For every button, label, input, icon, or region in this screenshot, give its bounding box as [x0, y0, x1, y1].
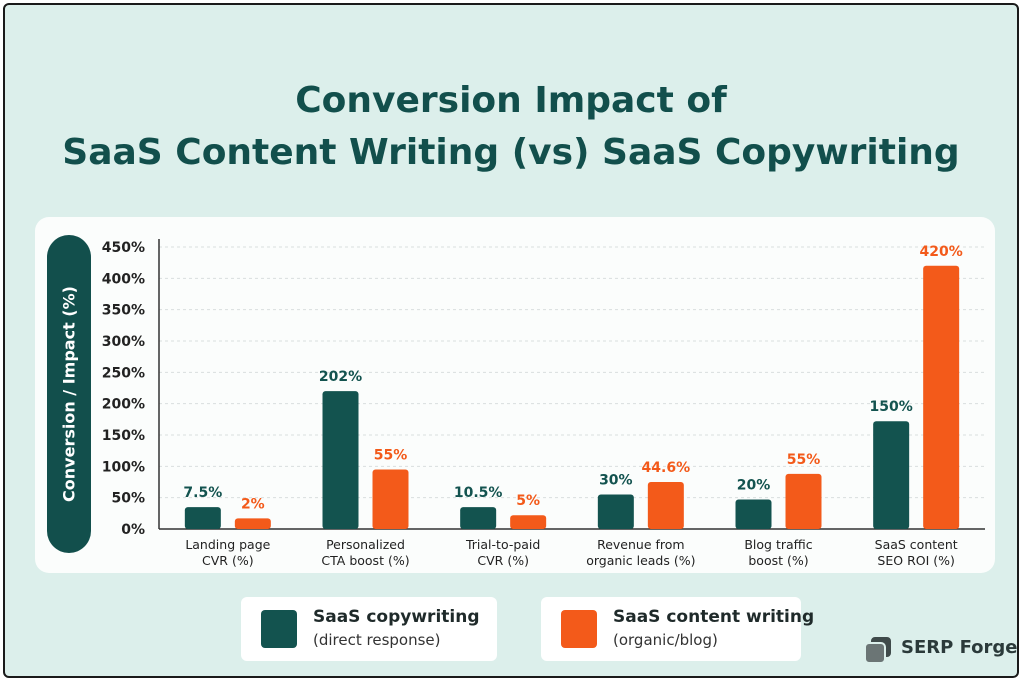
- y-tick-label: 400%: [102, 271, 145, 287]
- chart-panel: Conversion / Impact (%) 0% 50% 100% 150% 200…: [35, 217, 995, 573]
- data-label: 2%: [241, 496, 265, 512]
- y-axis-label-pill: Conversion / Impact (%): [47, 235, 91, 553]
- brand-squares-icon: [864, 637, 891, 664]
- bar: [184, 507, 221, 529]
- y-tick-label: 50%: [111, 491, 145, 507]
- x-tick-label: Revenue from: [597, 537, 685, 552]
- x-tick-label: Blog traffic: [744, 537, 812, 552]
- x-tick-label: Landing page: [185, 537, 270, 552]
- x-tick-label: CVR (%): [477, 553, 529, 568]
- y-tick-label: 250%: [102, 365, 145, 381]
- brand-name: SERP Forge: [901, 637, 1018, 658]
- x-tick-label: Personalized: [326, 537, 405, 552]
- y-tick-label: 300%: [102, 334, 145, 350]
- bar: [597, 494, 634, 529]
- bar: [322, 391, 359, 529]
- page-title: Conversion Impact of SaaS Content Writin…: [5, 75, 1017, 179]
- x-tick-label: CTA boost (%): [321, 553, 409, 568]
- legend-item-copywriting: SaaS copywriting (direct response): [241, 597, 497, 661]
- legend-sub-copywriting: (direct response): [313, 631, 441, 649]
- infographic-frame: Conversion Impact of SaaS Content Writin…: [3, 3, 1019, 678]
- data-label: 55%: [787, 452, 821, 468]
- legend-name-content-writing: SaaS content writing: [613, 607, 815, 627]
- y-tick-label: 450%: [102, 240, 145, 256]
- data-label: 10.5%: [454, 485, 503, 501]
- bar: [647, 482, 684, 529]
- data-label: 44.6%: [642, 460, 691, 476]
- bar-chart: 0% 50% 100% 150% 200% 250% 300% 350% 400% 450% 7.5…: [102, 239, 985, 568]
- y-tick-label: 200%: [102, 397, 145, 413]
- y-tick-label: 350%: [102, 303, 145, 319]
- bar: [510, 515, 547, 529]
- legend-item-content-writing: SaaS content writing (organic/blog): [541, 597, 814, 661]
- data-label: 5%: [516, 493, 540, 509]
- data-label: 202%: [319, 369, 362, 385]
- bar: [460, 507, 497, 529]
- legend-name-copywriting: SaaS copywriting: [313, 607, 480, 627]
- y-tick-label: 100%: [102, 459, 145, 475]
- title-line-2: SaaS Content Writing (vs) SaaS Copywriti…: [62, 132, 960, 173]
- x-tick-label: CVR (%): [202, 553, 254, 568]
- bar: [923, 265, 960, 529]
- x-tick-label: boost (%): [748, 553, 808, 568]
- data-label: 55%: [374, 447, 408, 463]
- data-label: 7.5%: [183, 485, 222, 501]
- x-tick-label: SaaS content: [875, 537, 958, 552]
- bar: [372, 469, 409, 529]
- data-label: 30%: [599, 473, 633, 489]
- bar: [873, 421, 910, 529]
- y-tick-label: 0%: [121, 522, 145, 538]
- bar: [234, 518, 271, 529]
- legend-sub-content-writing: (organic/blog): [613, 631, 718, 649]
- x-tick-label: SEO ROI (%): [877, 553, 954, 568]
- data-label: 20%: [737, 478, 771, 494]
- data-label: 420%: [920, 244, 963, 260]
- bar: [735, 499, 772, 529]
- title-line-1: Conversion Impact of: [295, 80, 727, 121]
- y-tick-label: 150%: [102, 428, 145, 444]
- legend-swatch-content-writing: [561, 610, 597, 648]
- legend-swatch-copywriting: [261, 610, 297, 648]
- data-label: 150%: [870, 399, 913, 415]
- bar: [785, 473, 822, 529]
- x-tick-label: organic leads (%): [586, 553, 695, 568]
- x-tick-label: Trial-to-paid: [465, 537, 540, 552]
